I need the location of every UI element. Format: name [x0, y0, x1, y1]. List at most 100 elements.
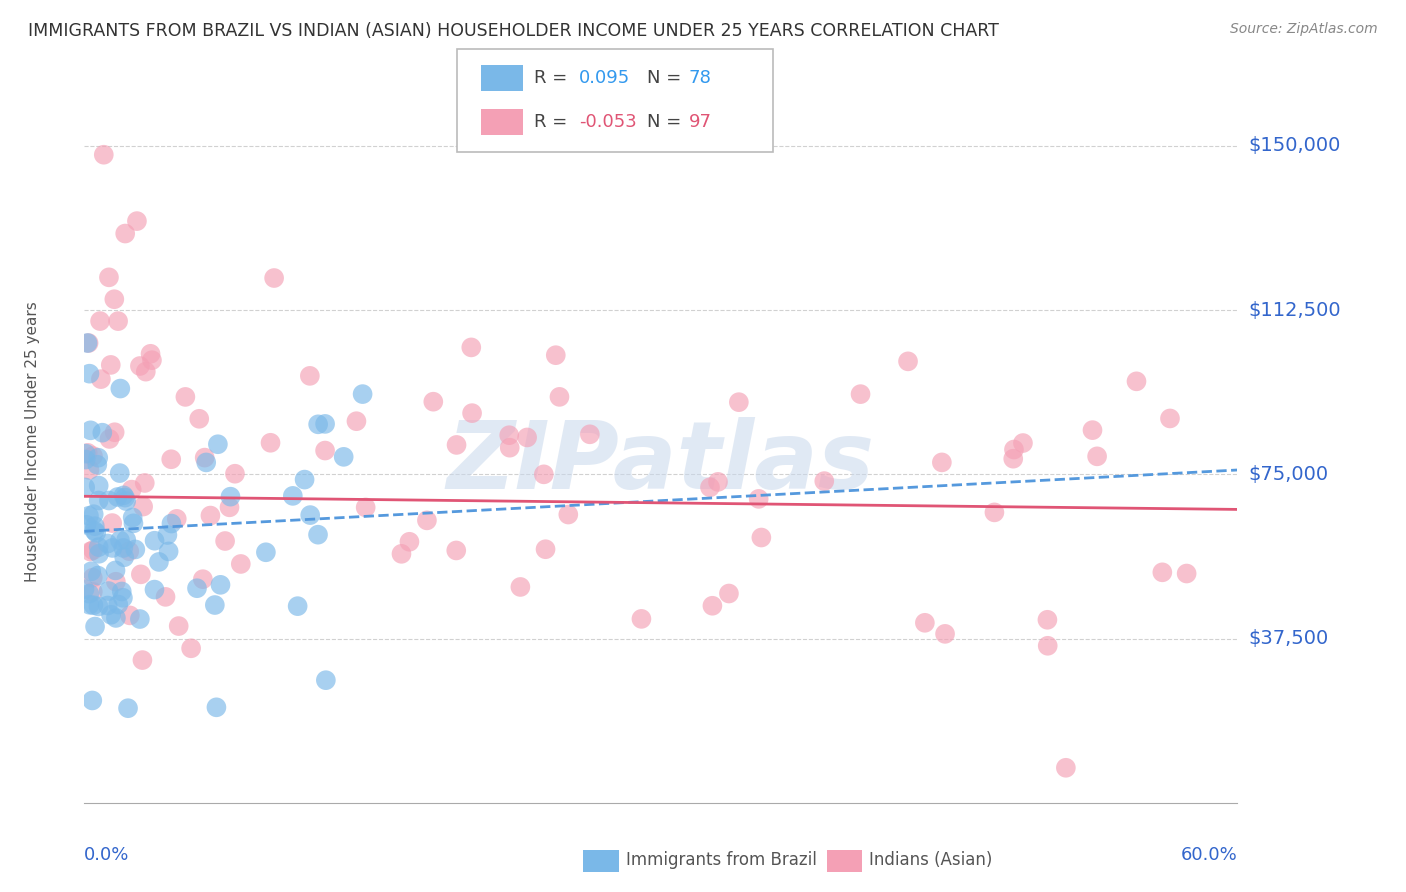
Point: [751, 531, 773, 545]
Point: [813, 474, 835, 488]
Text: -0.053: -0.053: [579, 113, 637, 131]
Point: [84, 525, 107, 540]
Point: [112, 488, 135, 502]
Point: [98, 432, 121, 446]
Point: [263, 271, 285, 285]
Text: $112,500: $112,500: [1249, 301, 1341, 319]
Point: [97, 536, 120, 550]
Point: [717, 586, 740, 600]
Point: [122, 516, 145, 531]
Point: [103, 292, 125, 306]
Point: [1002, 451, 1025, 466]
Point: [139, 347, 162, 361]
Point: [97, 599, 120, 613]
Point: [115, 533, 138, 547]
Point: [77, 336, 100, 351]
Point: [129, 567, 152, 582]
Point: [699, 480, 721, 494]
Point: [79, 598, 101, 612]
Point: [97, 270, 120, 285]
Point: [97, 584, 120, 599]
Point: [934, 627, 956, 641]
Point: [174, 390, 197, 404]
Point: [205, 700, 228, 714]
Point: [897, 354, 920, 368]
Point: [207, 437, 229, 451]
Point: [79, 367, 101, 381]
Point: [87, 568, 110, 582]
Point: [104, 574, 127, 589]
Point: [115, 494, 138, 508]
Point: [141, 353, 163, 368]
Point: [121, 510, 143, 524]
Point: [630, 612, 652, 626]
Point: [75, 447, 97, 461]
Point: [214, 534, 236, 549]
Point: [104, 563, 127, 577]
Text: 0.0%: 0.0%: [84, 847, 129, 864]
Point: [107, 598, 129, 612]
Text: R =: R =: [534, 113, 568, 131]
Point: [134, 475, 156, 490]
Point: [186, 581, 208, 595]
Text: Indians (Asian): Indians (Asian): [869, 851, 993, 869]
Point: [156, 528, 179, 542]
Point: [727, 395, 749, 409]
Point: [76, 446, 98, 460]
Point: [931, 455, 953, 469]
Point: [79, 544, 101, 558]
Point: [118, 544, 141, 558]
Point: [460, 340, 482, 354]
Point: [117, 701, 139, 715]
Point: [79, 587, 101, 601]
Point: [534, 542, 557, 557]
Point: [281, 489, 304, 503]
Point: [80, 564, 103, 578]
Point: [111, 584, 134, 599]
Point: [128, 612, 150, 626]
Point: [108, 466, 131, 480]
Point: [83, 519, 105, 533]
Point: [200, 508, 222, 523]
Text: 60.0%: 60.0%: [1181, 847, 1237, 864]
Point: [93, 147, 115, 161]
Point: [702, 599, 724, 613]
Point: [82, 571, 104, 585]
Point: [82, 449, 104, 463]
Point: [1085, 450, 1108, 464]
Point: [294, 473, 316, 487]
Point: [98, 493, 121, 508]
Point: [1054, 761, 1077, 775]
Point: [287, 599, 309, 614]
Point: [82, 599, 104, 613]
Point: [83, 524, 105, 538]
Point: [307, 527, 329, 541]
Point: [124, 542, 146, 557]
Point: [544, 348, 567, 362]
Point: [352, 387, 374, 401]
Point: [209, 578, 232, 592]
Point: [180, 641, 202, 656]
Point: [307, 417, 329, 432]
Point: [983, 505, 1005, 519]
Point: [86, 458, 108, 472]
Point: [104, 611, 127, 625]
Point: [259, 435, 281, 450]
Point: [155, 590, 177, 604]
Point: [87, 540, 110, 554]
Point: [114, 491, 136, 505]
Text: Householder Income Under 25 years: Householder Income Under 25 years: [25, 301, 39, 582]
Text: $150,000: $150,000: [1249, 136, 1341, 155]
Point: [314, 443, 336, 458]
Text: $37,500: $37,500: [1249, 629, 1329, 648]
Text: N =: N =: [647, 69, 681, 87]
Point: [314, 417, 336, 431]
Point: [87, 493, 110, 508]
Point: [101, 541, 124, 555]
Point: [707, 475, 730, 489]
Point: [160, 452, 183, 467]
Point: [82, 543, 104, 558]
Point: [104, 425, 127, 440]
Point: [346, 414, 368, 428]
Point: [101, 516, 124, 530]
